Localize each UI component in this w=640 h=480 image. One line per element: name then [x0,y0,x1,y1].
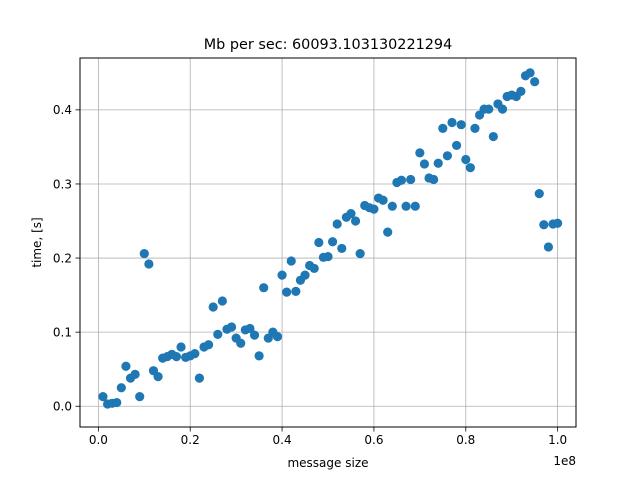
data-point [208,302,218,312]
data-point [429,174,439,185]
data-point [383,227,393,237]
data-point [543,242,554,252]
data-point [190,349,200,359]
data-point [226,322,237,332]
plot-frame [79,57,577,428]
data-point [323,251,333,262]
data-point [98,392,108,402]
y-tick-label: 0.1 [53,325,72,339]
data-point [516,86,526,96]
data-point [135,392,145,402]
data-point [410,201,420,211]
data-point [171,352,182,362]
data-points [98,68,563,409]
y-tick-label: 0.0 [53,400,72,414]
data-point [553,218,563,228]
data-point [286,256,296,266]
data-point [484,104,494,114]
x-tick-label: 0.6 [364,433,383,447]
data-point [442,151,453,161]
data-point [406,174,416,185]
data-point [332,219,342,229]
data-point [378,195,388,205]
data-point [470,123,480,133]
data-point [236,338,246,348]
grid [80,58,576,427]
x-tick-label: 0.2 [181,433,200,447]
x-tick-label: 0.0 [89,433,108,447]
data-point [461,154,471,165]
x-axis-ticks: 0.0 0.2 0.4 0.6 0.8 1.0 [89,427,567,447]
data-point [314,237,324,248]
x-tick-label: 0.4 [273,433,292,447]
data-point [369,204,379,214]
data-point [355,249,365,259]
data-point [451,140,462,151]
data-point [530,77,540,87]
chart-title: Mb per sec: 60093.103130221294 [204,37,453,53]
data-point [112,397,122,408]
data-point [350,216,361,226]
data-point [254,351,264,361]
x-axis-label: message size [287,456,368,470]
data-point [539,220,549,230]
data-point [176,342,186,352]
data-point [433,158,443,168]
data-point [194,373,205,383]
data-point [337,243,347,254]
data-point [401,201,411,211]
data-point [139,249,149,259]
y-axis-ticks: 0.0 0.1 0.2 0.3 0.4 [53,103,80,414]
data-point [327,237,338,247]
data-point [438,123,448,133]
data-point [456,120,466,130]
data-point [419,159,430,169]
data-point [249,330,260,340]
data-point [309,263,319,274]
data-point [144,259,154,269]
data-point [534,188,544,199]
data-point [272,332,283,342]
y-tick-label: 0.2 [53,251,72,265]
data-point [116,383,126,393]
data-point [259,283,269,293]
data-point [277,270,287,280]
data-point [488,131,498,142]
x-axis-offset-label: 1e8 [553,454,576,468]
data-point [291,286,301,297]
data-point [203,340,214,350]
data-point [396,175,407,185]
data-point [497,104,508,114]
x-tick-label: 0.8 [456,433,475,447]
y-tick-label: 0.4 [53,103,72,117]
data-point [387,201,397,211]
data-point [245,323,255,334]
x-tick-label: 1.0 [548,433,567,447]
data-point [525,68,535,78]
data-point [217,296,227,306]
data-point [121,361,131,371]
data-point [213,329,223,339]
data-point [415,148,425,158]
data-point [153,372,163,382]
data-point [447,117,457,128]
data-point [346,209,356,219]
y-tick-label: 0.3 [53,177,72,191]
data-point [282,287,292,297]
y-axis-label: time, [s] [30,217,44,267]
data-point [465,163,475,173]
data-point [130,369,140,379]
data-point [300,270,310,280]
